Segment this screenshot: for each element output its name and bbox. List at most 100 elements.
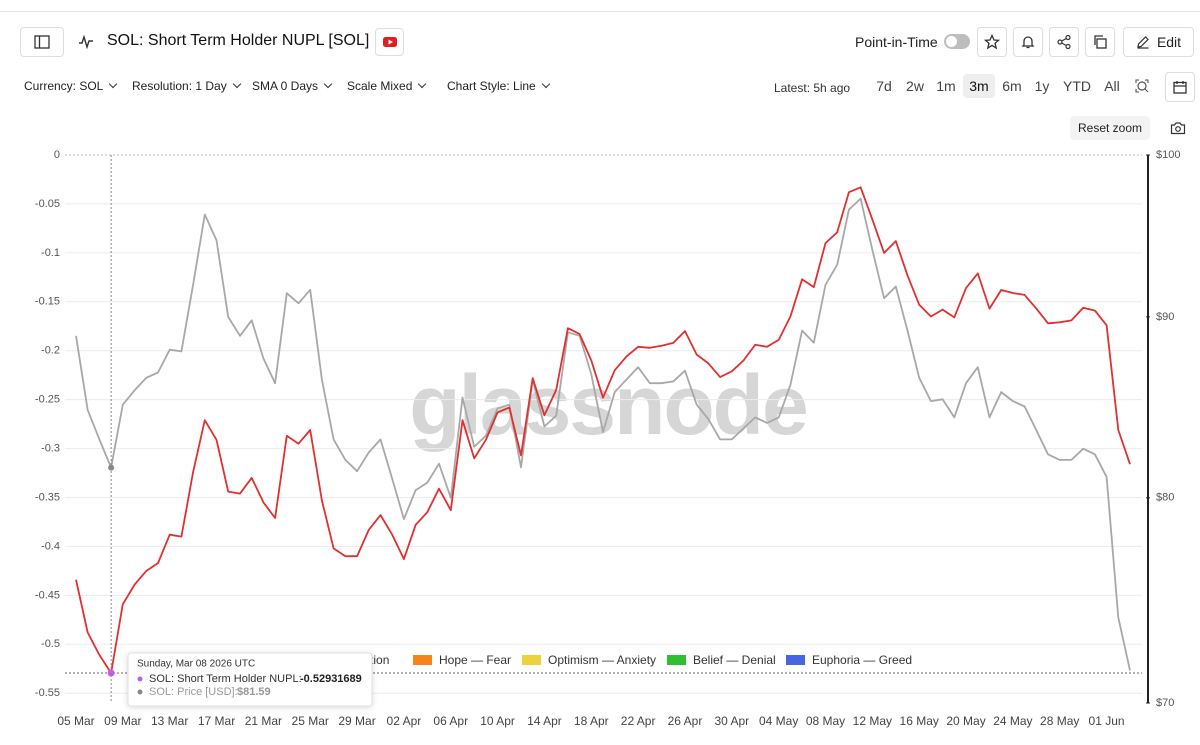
tooltip-label: SOL: Price [USD]: xyxy=(149,686,238,698)
edit-button[interactable]: Edit xyxy=(1123,27,1194,57)
y2-tick-label: $100 xyxy=(1156,149,1180,161)
sidebar-icon xyxy=(34,35,50,49)
legend-swatch xyxy=(413,655,432,665)
x-tick-label: 17 Mar xyxy=(198,714,235,728)
range-button[interactable]: 3m xyxy=(963,74,995,98)
x-tick-label: 14 Apr xyxy=(527,714,562,728)
range-button[interactable]: YTD xyxy=(1063,78,1091,94)
y2-tick-label: $90 xyxy=(1156,311,1174,323)
chart-icon xyxy=(79,34,93,50)
legend-swatch xyxy=(667,655,686,665)
range-button[interactable]: 1m xyxy=(936,78,956,94)
x-tick-label: 02 Apr xyxy=(387,714,422,728)
y-tick-label: -0.5 xyxy=(41,638,60,650)
y-tick-label: -0.4 xyxy=(41,540,60,552)
range-button[interactable]: 7d xyxy=(876,78,892,94)
zoom-select-button[interactable] xyxy=(1129,74,1155,98)
control-dropdown[interactable]: Resolution: 1 Day xyxy=(132,79,240,93)
y-tick-label: -0.2 xyxy=(41,345,60,357)
x-tick-label: 04 May xyxy=(759,714,798,728)
edit-label: Edit xyxy=(1156,34,1182,50)
x-tick-label: 05 Mar xyxy=(57,714,94,728)
share-icon xyxy=(1057,34,1071,50)
y2-tick-label: $80 xyxy=(1156,492,1174,504)
legend-label: Euphoria — Greed xyxy=(812,653,912,667)
page-title: SOL: Short Term Holder NUPL [SOL] xyxy=(107,32,370,49)
x-tick-label: 01 Jun xyxy=(1089,714,1125,728)
legend-label: Belief — Denial xyxy=(693,653,776,667)
bell-icon xyxy=(1021,36,1035,49)
series-line xyxy=(75,197,1131,671)
control-dropdown[interactable]: Currency: SOL xyxy=(24,79,116,93)
x-tick-label: 09 Mar xyxy=(104,714,141,728)
legend-swatch xyxy=(786,655,805,665)
control-dropdown[interactable]: Scale Mixed xyxy=(347,79,425,93)
point-in-time-toggle[interactable] xyxy=(944,34,970,49)
y-tick-label: -0.3 xyxy=(41,442,60,454)
x-tick-label: 06 Apr xyxy=(433,714,468,728)
x-tick-label: 24 May xyxy=(993,714,1032,728)
star-icon xyxy=(984,34,1000,50)
x-tick-label: 08 May xyxy=(806,714,845,728)
tooltip-dot xyxy=(137,689,143,695)
x-tick-label: 16 May xyxy=(900,714,939,728)
copy-icon xyxy=(1094,35,1107,49)
x-tick-label: 12 May xyxy=(853,714,892,728)
hover-point xyxy=(108,464,115,471)
y-tick-label: -0.55 xyxy=(35,687,60,699)
star-button[interactable] xyxy=(977,27,1007,57)
latest-label: Latest: 5h ago xyxy=(774,81,851,95)
x-tick-label: 26 Apr xyxy=(668,714,703,728)
series-line xyxy=(75,186,1131,674)
range-button[interactable]: 6m xyxy=(1002,78,1022,94)
hover-point xyxy=(107,669,115,677)
screenshot-icon[interactable] xyxy=(1170,121,1186,135)
x-tick-label: 25 Mar xyxy=(292,714,329,728)
control-dropdown[interactable]: Chart Style: Line xyxy=(447,79,549,93)
x-tick-label: 21 Mar xyxy=(245,714,282,728)
legend-swatch xyxy=(522,655,541,665)
x-tick-label: 29 Mar xyxy=(338,714,375,728)
edit-icon xyxy=(1137,36,1149,49)
top-border xyxy=(0,11,1200,12)
x-tick-label: 10 Apr xyxy=(480,714,515,728)
x-tick-label: 18 Apr xyxy=(574,714,609,728)
y-tick-label: -0.25 xyxy=(35,394,60,406)
point-in-time-label: Point-in-Time xyxy=(855,34,938,50)
range-button[interactable]: 2w xyxy=(906,78,924,94)
tooltip: Sunday, Mar 08 2026 UTC SOL: Short Term H… xyxy=(127,652,373,707)
copy-button[interactable] xyxy=(1085,27,1115,57)
y-tick-label: 0 xyxy=(54,149,60,161)
legend-label: Hope — Fear xyxy=(439,653,511,667)
tooltip-value: -0.52931689 xyxy=(300,673,362,685)
youtube-icon xyxy=(382,37,397,47)
watermark: glassnode xyxy=(409,358,806,452)
tooltip-box xyxy=(127,652,373,707)
legend-label: Optimism — Anxiety xyxy=(548,653,656,667)
x-tick-label: 30 Apr xyxy=(714,714,749,728)
sidebar-button[interactable] xyxy=(20,27,64,57)
alert-button[interactable] xyxy=(1013,27,1043,57)
x-tick-label: 28 May xyxy=(1040,714,1079,728)
calendar-button[interactable] xyxy=(1165,72,1195,102)
range-button[interactable]: 1y xyxy=(1034,78,1050,94)
youtube-button[interactable] xyxy=(375,28,404,56)
reset-zoom-button[interactable]: Reset zoom xyxy=(1070,116,1150,140)
share-button[interactable] xyxy=(1049,27,1079,57)
tooltip-dot xyxy=(137,676,143,682)
x-tick-label: 22 Apr xyxy=(621,714,656,728)
y-tick-label: -0.05 xyxy=(35,198,60,210)
tooltip-title: Sunday, Mar 08 2026 UTC xyxy=(137,659,255,670)
y-tick-label: -0.45 xyxy=(35,589,60,601)
range-button[interactable]: All xyxy=(1104,78,1120,94)
calendar-icon xyxy=(1173,81,1187,94)
control-dropdown[interactable]: SMA 0 Days xyxy=(252,79,331,93)
tooltip-value: $81.59 xyxy=(237,686,271,698)
x-tick-label: 13 Mar xyxy=(151,714,188,728)
y-tick-label: -0.1 xyxy=(41,247,60,259)
zoom-icon xyxy=(1135,79,1149,93)
y-tick-label: -0.35 xyxy=(35,491,60,503)
x-tick-label: 20 May xyxy=(946,714,985,728)
